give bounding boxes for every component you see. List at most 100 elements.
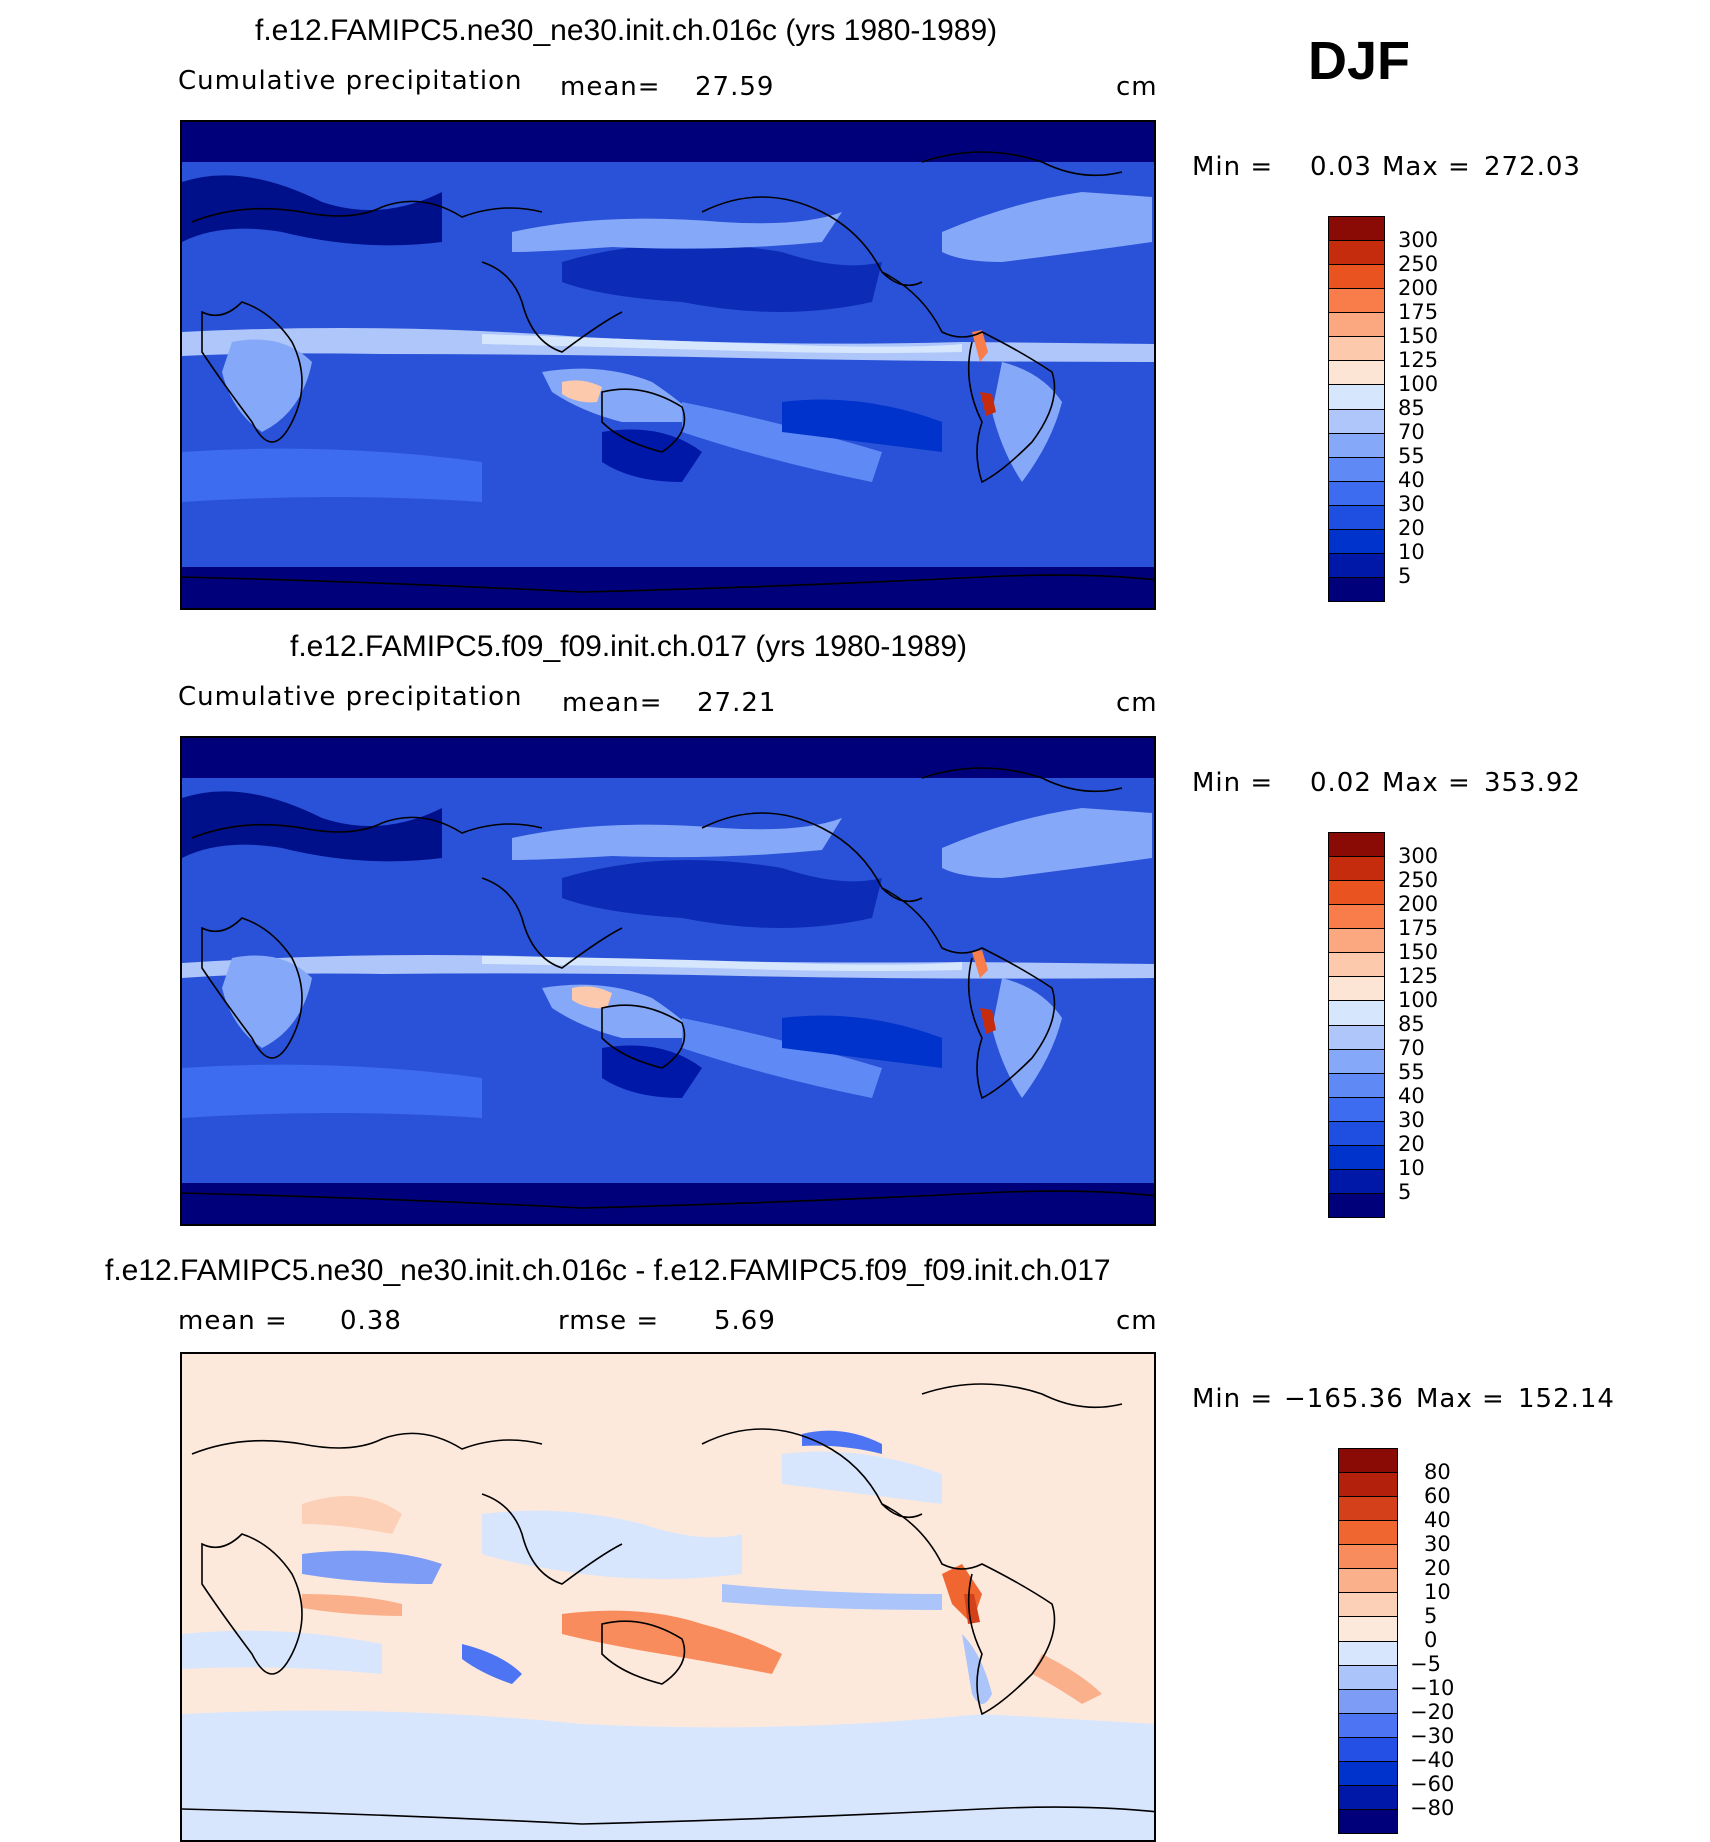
panel3-map bbox=[180, 1352, 1156, 1842]
panel2-stat-value: 27.21 bbox=[697, 688, 777, 718]
colorbar-swatch bbox=[1329, 1072, 1384, 1097]
panel2-min-value: 0.02 bbox=[1310, 768, 1372, 798]
colorbar-label: 250 bbox=[1398, 252, 1439, 276]
colorbar-label: 30 bbox=[1424, 1532, 1451, 1556]
colorbar-label: 125 bbox=[1398, 964, 1439, 988]
colorbar-swatch bbox=[1329, 240, 1384, 265]
colorbar-label: 30 bbox=[1398, 492, 1425, 516]
panel1-units: cm bbox=[1116, 72, 1158, 102]
colorbar-label: 5 bbox=[1398, 1180, 1412, 1204]
colorbar-label: 85 bbox=[1398, 396, 1425, 420]
colorbar-swatch bbox=[1329, 1144, 1384, 1169]
colorbar-swatch bbox=[1329, 1120, 1384, 1145]
colorbar-label: 200 bbox=[1398, 276, 1439, 300]
colorbar-swatch bbox=[1339, 1472, 1397, 1497]
panel3-left-value: 0.38 bbox=[340, 1306, 402, 1336]
colorbar-swatch bbox=[1339, 1568, 1397, 1593]
colorbar-label: −5 bbox=[1410, 1652, 1441, 1676]
colorbar-label: 60 bbox=[1424, 1484, 1451, 1508]
colorbar-swatch bbox=[1329, 856, 1384, 881]
colorbar-label: 100 bbox=[1398, 988, 1439, 1012]
colorbar-label: −30 bbox=[1410, 1724, 1455, 1748]
colorbar-swatch bbox=[1329, 480, 1384, 505]
colorbar-label: 150 bbox=[1398, 940, 1439, 964]
colorbar-swatch bbox=[1339, 1784, 1397, 1809]
panel1-stat-label: mean= bbox=[560, 72, 661, 102]
panel2-title: f.e12.FAMIPC5.f09_f09.init.ch.017 (yrs 1… bbox=[290, 630, 968, 663]
colorbar-swatch bbox=[1329, 432, 1384, 457]
colorbar-swatch bbox=[1329, 456, 1384, 481]
colorbar-swatch bbox=[1329, 264, 1384, 289]
colorbar-swatch bbox=[1329, 1192, 1384, 1217]
colorbar-swatch bbox=[1329, 1096, 1384, 1121]
colorbar-swatch bbox=[1329, 833, 1384, 857]
colorbar-label: 175 bbox=[1398, 916, 1439, 940]
colorbar-swatch bbox=[1329, 952, 1384, 977]
panel1-map bbox=[180, 120, 1156, 610]
panel3-max-value: 152.14 bbox=[1518, 1384, 1615, 1414]
panel3-map-field bbox=[182, 1354, 1154, 1840]
colorbar-label: 150 bbox=[1398, 324, 1439, 348]
colorbar-swatch bbox=[1329, 576, 1384, 601]
panel3-colorbar-swatches bbox=[1339, 1449, 1397, 1833]
colorbar-label: 30 bbox=[1398, 1108, 1425, 1132]
colorbar-label: 200 bbox=[1398, 892, 1439, 916]
colorbar-label: −10 bbox=[1410, 1676, 1455, 1700]
panel1-title: f.e12.FAMIPC5.ne30_ne30.init.ch.016c (yr… bbox=[255, 14, 998, 47]
colorbar-label: 40 bbox=[1398, 468, 1425, 492]
panel1-max-label: Max = bbox=[1382, 152, 1471, 182]
panel2-max-label: Max = bbox=[1382, 768, 1471, 798]
colorbar-swatch bbox=[1329, 976, 1384, 1001]
colorbar-swatch bbox=[1339, 1664, 1397, 1689]
colorbar-swatch bbox=[1339, 1520, 1397, 1545]
panel2-map bbox=[180, 736, 1156, 1226]
panel3-min-value: −165.36 bbox=[1284, 1384, 1404, 1414]
panel1-min-value: 0.03 bbox=[1310, 152, 1372, 182]
colorbar-swatch bbox=[1329, 217, 1384, 241]
panel3-title: f.e12.FAMIPC5.ne30_ne30.init.ch.016c - f… bbox=[105, 1254, 1111, 1287]
colorbar-swatch bbox=[1329, 552, 1384, 577]
colorbar-label: 100 bbox=[1398, 372, 1439, 396]
panel1-min-label: Min = bbox=[1192, 152, 1274, 182]
colorbar-label: 40 bbox=[1424, 1508, 1451, 1532]
panel1-max-value: 272.03 bbox=[1484, 152, 1581, 182]
panel2-colorbar-labels: 300 250 200 175 150 125 100 85 70 55 40 … bbox=[1398, 832, 1478, 1218]
colorbar-swatch bbox=[1339, 1592, 1397, 1617]
colorbar-label: 40 bbox=[1398, 1084, 1425, 1108]
season-label: DJF bbox=[1308, 31, 1411, 91]
colorbar-label: 55 bbox=[1398, 1060, 1425, 1084]
panel1-colorbar-swatches bbox=[1329, 217, 1384, 601]
panel2-left-label: Cumulative precipitation bbox=[178, 682, 523, 712]
colorbar-label: 300 bbox=[1398, 228, 1439, 252]
colorbar-swatch bbox=[1329, 312, 1384, 337]
colorbar-swatch bbox=[1329, 408, 1384, 433]
panel3-left-label: mean = bbox=[178, 1306, 288, 1336]
colorbar-swatch bbox=[1329, 1024, 1384, 1049]
colorbar-swatch bbox=[1329, 904, 1384, 929]
panel1-map-field bbox=[182, 122, 1154, 608]
panel2-colorbar bbox=[1328, 832, 1385, 1218]
panel3-stat-value: 5.69 bbox=[714, 1306, 776, 1336]
panel1-colorbar bbox=[1328, 216, 1385, 602]
colorbar-swatch bbox=[1339, 1688, 1397, 1713]
panel2-units: cm bbox=[1116, 688, 1158, 718]
panel2-max-value: 353.92 bbox=[1484, 768, 1581, 798]
panel2-min-label: Min = bbox=[1192, 768, 1274, 798]
panel3-max-label: Max = bbox=[1416, 1384, 1505, 1414]
colorbar-label: 80 bbox=[1424, 1460, 1451, 1484]
colorbar-swatch bbox=[1329, 1048, 1384, 1073]
panel1-colorbar-labels: 300 250 200 175 150 125 100 85 70 55 40 … bbox=[1398, 216, 1478, 602]
colorbar-swatch bbox=[1329, 1000, 1384, 1025]
colorbar-swatch bbox=[1339, 1808, 1397, 1833]
colorbar-label: 300 bbox=[1398, 844, 1439, 868]
colorbar-label: 85 bbox=[1398, 1012, 1425, 1036]
colorbar-swatch bbox=[1339, 1640, 1397, 1665]
colorbar-swatch bbox=[1339, 1712, 1397, 1737]
colorbar-label: −60 bbox=[1410, 1772, 1455, 1796]
colorbar-label: −80 bbox=[1410, 1796, 1455, 1820]
colorbar-label: 5 bbox=[1424, 1604, 1438, 1628]
colorbar-label: 10 bbox=[1424, 1580, 1451, 1604]
panel3-min-label: Min = bbox=[1192, 1384, 1274, 1414]
colorbar-label: 10 bbox=[1398, 1156, 1425, 1180]
colorbar-label: 55 bbox=[1398, 444, 1425, 468]
